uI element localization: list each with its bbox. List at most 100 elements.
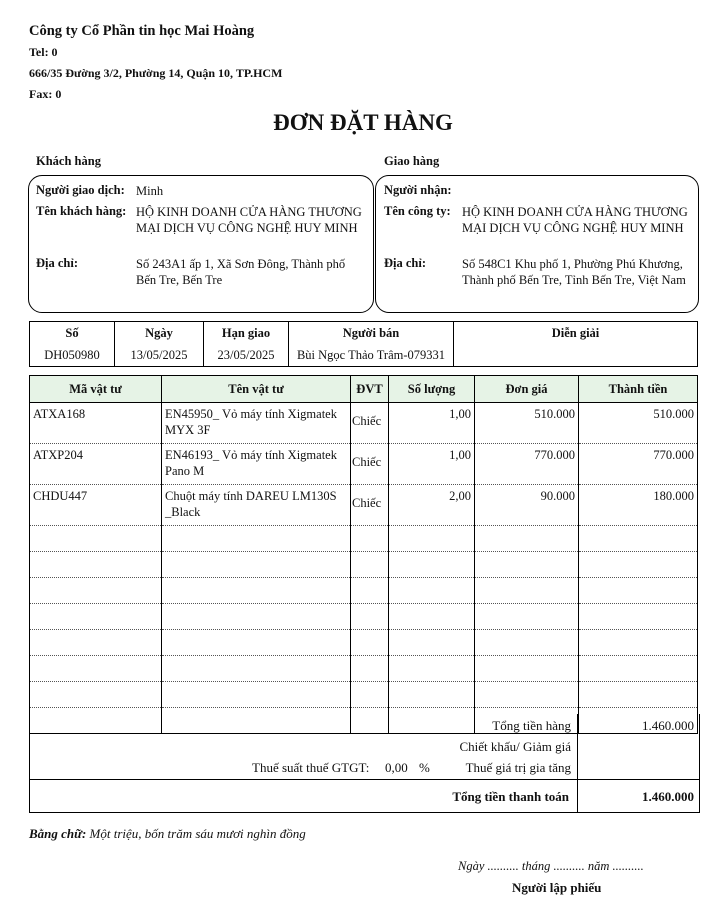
empty-cell bbox=[29, 525, 162, 552]
empty-row bbox=[29, 525, 698, 552]
summary-section: Tổng tiền hàng 1.460.000 Chiết khấu/ Giả… bbox=[29, 714, 700, 813]
vat-unit: % bbox=[419, 760, 430, 775]
items-table: Mã vật tư Tên vật tư ĐVT Số lượng Đơn gi… bbox=[29, 375, 698, 734]
empty-cell bbox=[29, 577, 162, 604]
customer-box: Người giao dịch: Minh Tên khách hàng: HỘ… bbox=[28, 175, 374, 313]
empty-cell bbox=[474, 707, 579, 734]
empty-row bbox=[29, 551, 698, 578]
discount-label: Chiết khấu/ Giảm giá bbox=[459, 739, 571, 754]
item-qty: 1,00 bbox=[388, 402, 475, 444]
empty-cell bbox=[161, 707, 351, 734]
empty-cell bbox=[29, 551, 162, 578]
empty-cell bbox=[388, 681, 475, 708]
item-code: ATXP204 bbox=[29, 443, 162, 485]
company-name: Công ty Cổ Phần tin học Mai Hoàng bbox=[29, 23, 255, 39]
empty-cell bbox=[578, 577, 698, 604]
customer-name-value: HỘ KINH DOANH CỬA HÀNG THƯƠNG MẠI DỊCH V… bbox=[136, 205, 362, 235]
empty-cell bbox=[474, 551, 579, 578]
description bbox=[453, 344, 698, 367]
delivery-section: Giao hàng bbox=[384, 154, 440, 168]
empty-cell bbox=[350, 577, 389, 604]
empty-cell bbox=[161, 655, 351, 682]
item-unit: Chiếc bbox=[350, 443, 389, 485]
item-unit: Chiếc bbox=[350, 484, 389, 526]
delivery-box: Người nhận: Tên công ty: HỘ KINH DOANH C… bbox=[375, 175, 699, 313]
empty-cell bbox=[388, 655, 475, 682]
total-value: 1.460.000 bbox=[642, 789, 694, 804]
empty-cell bbox=[388, 551, 475, 578]
empty-cell bbox=[388, 603, 475, 630]
company-fax: Fax: 0 bbox=[29, 87, 62, 101]
subtotal-value: 1.460.000 bbox=[642, 718, 694, 733]
company-address: 666/35 Đường 3/2, Phường 14, Quận 10, TP… bbox=[29, 66, 283, 80]
empty-row bbox=[29, 681, 698, 708]
empty-cell bbox=[350, 551, 389, 578]
order-date: 13/05/2025 bbox=[114, 344, 204, 367]
empty-cell bbox=[578, 551, 698, 578]
empty-row bbox=[29, 655, 698, 682]
col-code: Mã vật tư bbox=[29, 375, 162, 403]
empty-cell bbox=[578, 707, 698, 734]
customer-section: Khách hàng bbox=[36, 154, 101, 168]
empty-cell bbox=[161, 577, 351, 604]
empty-cell bbox=[388, 577, 475, 604]
col-name: Tên vật tư bbox=[161, 375, 351, 403]
words-label: Bằng chữ: bbox=[29, 826, 87, 841]
item-qty: 1,00 bbox=[388, 443, 475, 485]
signer-title: Người lập phiếu bbox=[512, 880, 602, 895]
delivery-address-label: Địa chỉ: bbox=[384, 256, 427, 270]
company-tel: Tel: 0 bbox=[29, 45, 58, 59]
empty-cell bbox=[161, 681, 351, 708]
empty-cell bbox=[350, 655, 389, 682]
contact-value: Minh bbox=[136, 184, 164, 198]
order-date-header: Ngày bbox=[114, 321, 204, 344]
table-row: ATXP204 EN46193_ Vỏ máy tính Xigmatek Pan… bbox=[29, 443, 698, 485]
order-info-table: Số Ngày Hạn giao Người bán Diễn giải DH0… bbox=[29, 321, 698, 367]
empty-cell bbox=[578, 681, 698, 708]
item-name: EN45950_ Vỏ máy tính Xigmatek MYX 3F bbox=[161, 402, 351, 444]
table-row: ATXA168 EN45950_ Vỏ máy tính Xigmatek MYX… bbox=[29, 402, 698, 444]
empty-cell bbox=[474, 577, 579, 604]
item-name: Chuột máy tính DAREU LM130S _Black bbox=[161, 484, 351, 526]
empty-cell bbox=[350, 629, 389, 656]
col-unit: ĐVT bbox=[350, 375, 389, 403]
empty-cell bbox=[29, 707, 162, 734]
empty-cell bbox=[578, 525, 698, 552]
item-code: ATXA168 bbox=[29, 402, 162, 444]
item-amount: 180.000 bbox=[578, 484, 698, 526]
contact-label: Người giao dịch: bbox=[36, 183, 125, 197]
empty-cell bbox=[161, 603, 351, 630]
empty-cell bbox=[161, 551, 351, 578]
empty-cell bbox=[474, 629, 579, 656]
empty-cell bbox=[161, 525, 351, 552]
item-unit: Chiếc bbox=[350, 402, 389, 444]
empty-cell bbox=[388, 525, 475, 552]
due-date-header: Hạn giao bbox=[203, 321, 289, 344]
customer-address-label: Địa chỉ: bbox=[36, 256, 79, 270]
words-value: Một triệu, bốn trăm sáu mươi nghìn đồng bbox=[89, 826, 306, 841]
empty-cell bbox=[29, 603, 162, 630]
empty-row bbox=[29, 629, 698, 656]
subtotal-label: Tổng tiền hàng bbox=[492, 718, 571, 733]
delivery-company-label: Tên công ty: bbox=[384, 204, 451, 218]
empty-cell bbox=[29, 681, 162, 708]
col-price: Đơn giá bbox=[474, 375, 579, 403]
order-number: DH050980 bbox=[44, 347, 100, 362]
empty-cell bbox=[578, 629, 698, 656]
empty-cell bbox=[350, 681, 389, 708]
customer-address-value: Số 243A1 ấp 1, Xã Sơn Đông, Thành phố Bế… bbox=[136, 257, 346, 287]
empty-cell bbox=[578, 603, 698, 630]
item-price: 770.000 bbox=[474, 443, 579, 485]
vat-label: Thuế giá trị gia tăng bbox=[465, 760, 571, 775]
item-code: CHDU447 bbox=[29, 484, 162, 526]
order-number-header: Số bbox=[65, 325, 79, 340]
empty-cell bbox=[350, 525, 389, 552]
due-date: 23/05/2025 bbox=[203, 344, 289, 367]
seller: Bùi Ngọc Thảo Trâm-079331 bbox=[288, 344, 454, 367]
item-qty: 2,00 bbox=[388, 484, 475, 526]
col-amount: Thành tiền bbox=[578, 375, 698, 403]
empty-cell bbox=[474, 681, 579, 708]
vat-rate-label: Thuế suất thuế GTGT: bbox=[252, 760, 370, 775]
item-amount: 510.000 bbox=[578, 402, 698, 444]
amount-in-words: Bằng chữ: Một triệu, bốn trăm sáu mươi n… bbox=[29, 826, 306, 842]
